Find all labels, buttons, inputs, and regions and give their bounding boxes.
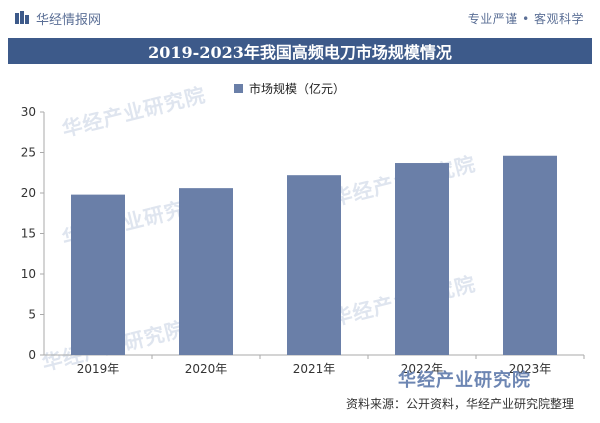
brand: 华经情报网 xyxy=(14,9,102,28)
y-tick-label: 30 xyxy=(21,105,36,119)
y-tick-label: 25 xyxy=(21,146,36,160)
brand-name: 华经情报网 xyxy=(36,12,102,28)
legend-label: 市场规模（亿元） xyxy=(249,82,346,96)
bottom-brand: 华经产业研究院 xyxy=(398,370,531,391)
y-tick-label: 10 xyxy=(21,267,36,281)
y-tick-label: 15 xyxy=(21,227,36,241)
y-tick-label: 20 xyxy=(21,186,36,200)
top-bar: 华经情报网 专业严谨 • 客观科学 xyxy=(0,0,600,34)
title-bar: 2019-2023年我国高频电刀市场规模情况 xyxy=(8,38,592,64)
x-tick-label: 2019年 xyxy=(77,362,120,376)
bar xyxy=(287,175,341,355)
legend-swatch xyxy=(234,84,243,93)
bar xyxy=(395,163,449,355)
x-tick-label: 2021年 xyxy=(293,362,336,376)
y-tick-label: 0 xyxy=(28,348,36,362)
legend: 市场规模（亿元） xyxy=(234,80,345,97)
source-note: 资料来源：公开资料，华经产业研究院整理 xyxy=(345,397,574,411)
bar xyxy=(179,188,233,355)
bar xyxy=(71,194,125,355)
logo-icon xyxy=(15,11,29,24)
y-tick-label: 5 xyxy=(28,308,36,322)
tagline: 专业严谨 • 客观科学 xyxy=(467,12,584,26)
chart-title: 2019-2023年我国高频电刀市场规模情况 xyxy=(148,43,452,62)
bar xyxy=(503,155,557,355)
x-tick-label: 2022年 xyxy=(401,362,444,376)
x-tick-label: 2020年 xyxy=(185,362,228,376)
source-bar: 资料来源：公开资料，华经产业研究院整理 xyxy=(0,393,600,423)
x-tick-label: 2023年 xyxy=(509,362,552,376)
